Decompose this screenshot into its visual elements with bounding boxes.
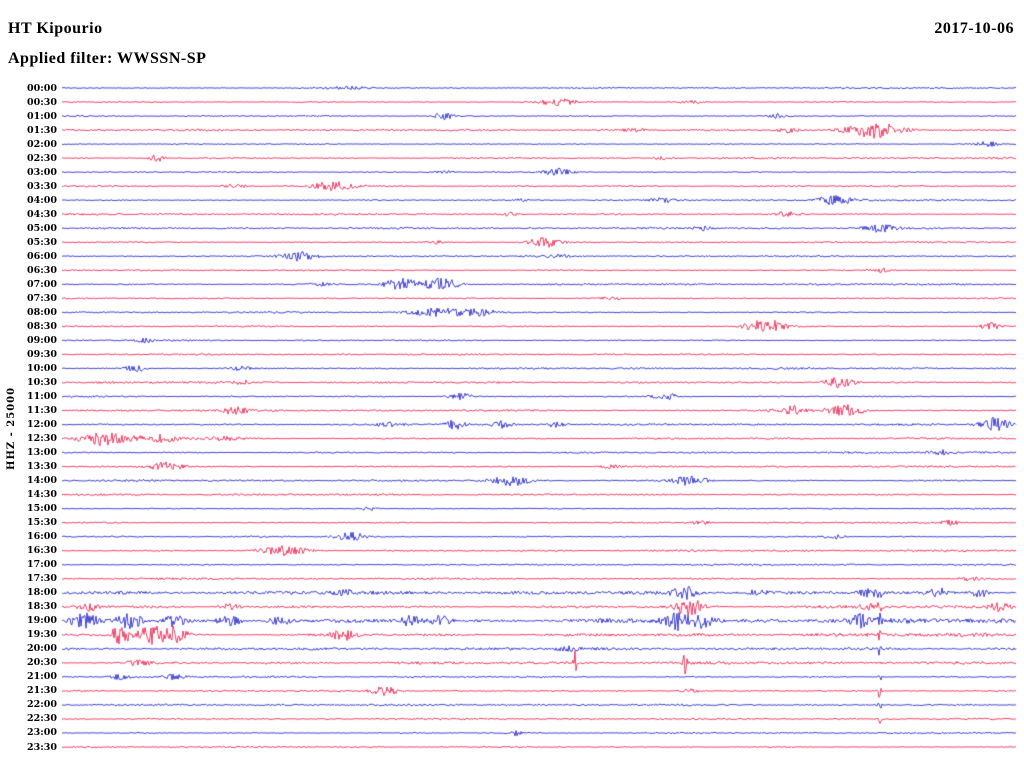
time-label: 15:30 — [27, 517, 57, 529]
time-label: 18:00 — [27, 587, 57, 599]
time-label: 11:00 — [27, 390, 57, 402]
time-label: 02:00 — [27, 138, 57, 150]
time-label: 04:00 — [27, 194, 57, 206]
time-label: 00:00 — [27, 82, 57, 94]
time-label: 12:00 — [27, 419, 57, 430]
time-label: 01:00 — [27, 110, 57, 122]
time-label: 06:30 — [27, 264, 57, 276]
time-label: 05:00 — [27, 222, 57, 234]
time-label: 00:30 — [27, 96, 57, 108]
time-label: 21:30 — [27, 685, 57, 697]
time-label: 20:00 — [27, 643, 57, 655]
time-label: 18:30 — [27, 601, 57, 613]
time-label: 16:30 — [27, 545, 57, 557]
time-label: 07:30 — [27, 292, 57, 304]
time-label: 06:00 — [27, 250, 57, 262]
time-label: 08:30 — [27, 320, 57, 332]
time-label: 19:30 — [27, 629, 57, 641]
time-label: 15:00 — [27, 503, 57, 515]
time-label: 10:00 — [27, 362, 57, 374]
time-label: 03:00 — [27, 166, 57, 178]
time-label: 02:30 — [27, 152, 57, 164]
time-label: 09:30 — [27, 348, 57, 360]
time-label: 12:30 — [27, 433, 57, 445]
time-label: 07:00 — [27, 278, 57, 290]
time-label: 11:30 — [27, 404, 57, 416]
time-label: 22:00 — [27, 699, 57, 711]
time-label: 23:30 — [27, 741, 57, 753]
time-label: 14:30 — [27, 489, 57, 501]
time-label: 08:00 — [27, 306, 57, 318]
time-label: 09:00 — [27, 334, 57, 346]
time-label: 01:30 — [27, 124, 57, 136]
time-label: 13:30 — [27, 461, 57, 473]
time-label: 10:30 — [27, 376, 57, 388]
time-label: 19:00 — [27, 615, 57, 627]
time-label: 23:00 — [27, 727, 57, 739]
time-label: 16:00 — [27, 531, 57, 543]
time-label: 14:00 — [27, 475, 57, 487]
time-label: 17:30 — [27, 573, 57, 585]
time-label: 20:30 — [27, 657, 57, 669]
time-label: 17:00 — [27, 559, 57, 571]
time-label: 05:30 — [27, 236, 57, 248]
time-label: 04:30 — [27, 208, 57, 220]
time-label: 03:30 — [27, 180, 57, 192]
time-label: 13:00 — [27, 447, 57, 459]
time-label: 21:00 — [27, 671, 57, 683]
time-label: 22:30 — [27, 713, 57, 725]
